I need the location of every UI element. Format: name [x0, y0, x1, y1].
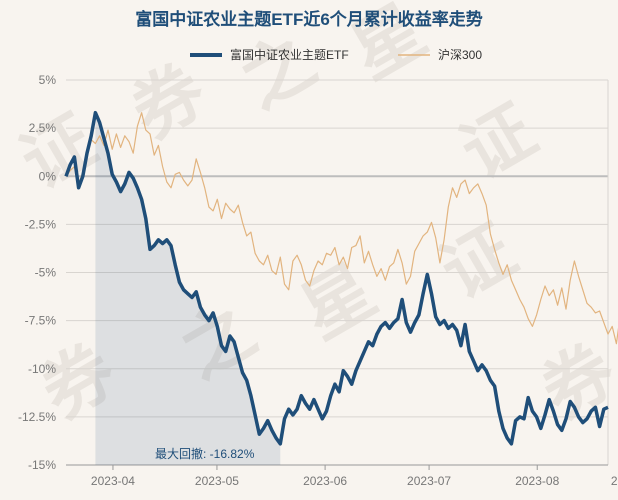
y-tick-label: 2.5% [29, 121, 57, 135]
x-tick-label: 2023-07 [407, 474, 451, 488]
y-tick-label: -15% [28, 458, 56, 472]
x-tick-label: 2023-06 [303, 474, 347, 488]
y-tick-label: -2.5% [25, 217, 57, 231]
watermark-char: 证 [429, 210, 529, 313]
x-axis-ticks: 2023-04 2023-05 2023-06 2023-07 2023-08 2023-… [91, 465, 618, 488]
grid [66, 79, 609, 466]
drawdown-label: 最大回撤: -16.82% [155, 446, 255, 461]
x-tick-label: 2023-05 [195, 474, 239, 488]
drawdown-area [95, 112, 281, 465]
watermark-char: 券 [529, 330, 618, 433]
x-tick-label: 2023-04 [91, 474, 135, 488]
watermark-char: 之 [229, 20, 329, 123]
x-tick-label: 2023-08 [515, 474, 559, 488]
legend-label-hs300: 沪深300 [438, 48, 482, 62]
x-tick-label: 2023-09 [611, 474, 618, 488]
legend-label-fund: 富国中证农业主题ETF [230, 47, 349, 62]
series-line-fund [64, 110, 609, 446]
y-tick-label: -12.5% [18, 410, 56, 424]
y-tick-label: 5% [39, 73, 57, 87]
series-line-hs300 [65, 112, 618, 345]
y-tick-label: -5% [35, 266, 57, 280]
y-tick-label: 0% [39, 169, 57, 183]
watermark-char: 券 [119, 50, 219, 153]
watermark-char: 证 [449, 90, 549, 193]
y-tick-label: -7.5% [25, 314, 57, 328]
y-axis-ticks: 5% 2.5% 0% -2.5% -5% -7.5% -10% -12.5% -15% [18, 73, 56, 472]
legend: 富国中证农业主题ETF 沪深300 [190, 47, 482, 62]
chart-title: 富国中证农业主题ETF近6个月累计收益率走势 [135, 9, 483, 29]
series-lines [64, 110, 618, 446]
y-tick-label: -10% [28, 362, 56, 376]
